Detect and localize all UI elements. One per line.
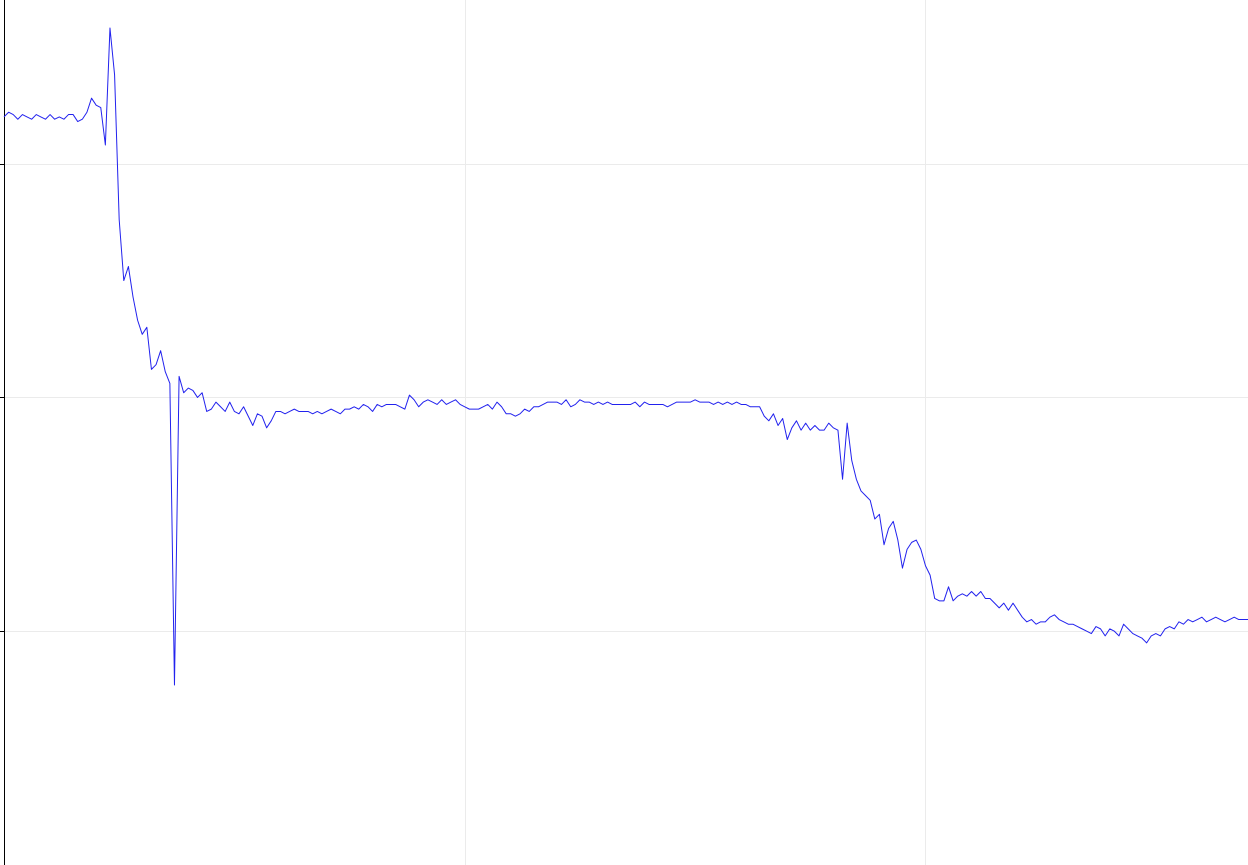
series-line [3,27,1248,686]
axes [0,0,5,865]
series-layer [3,27,1248,686]
grid [4,0,1248,865]
